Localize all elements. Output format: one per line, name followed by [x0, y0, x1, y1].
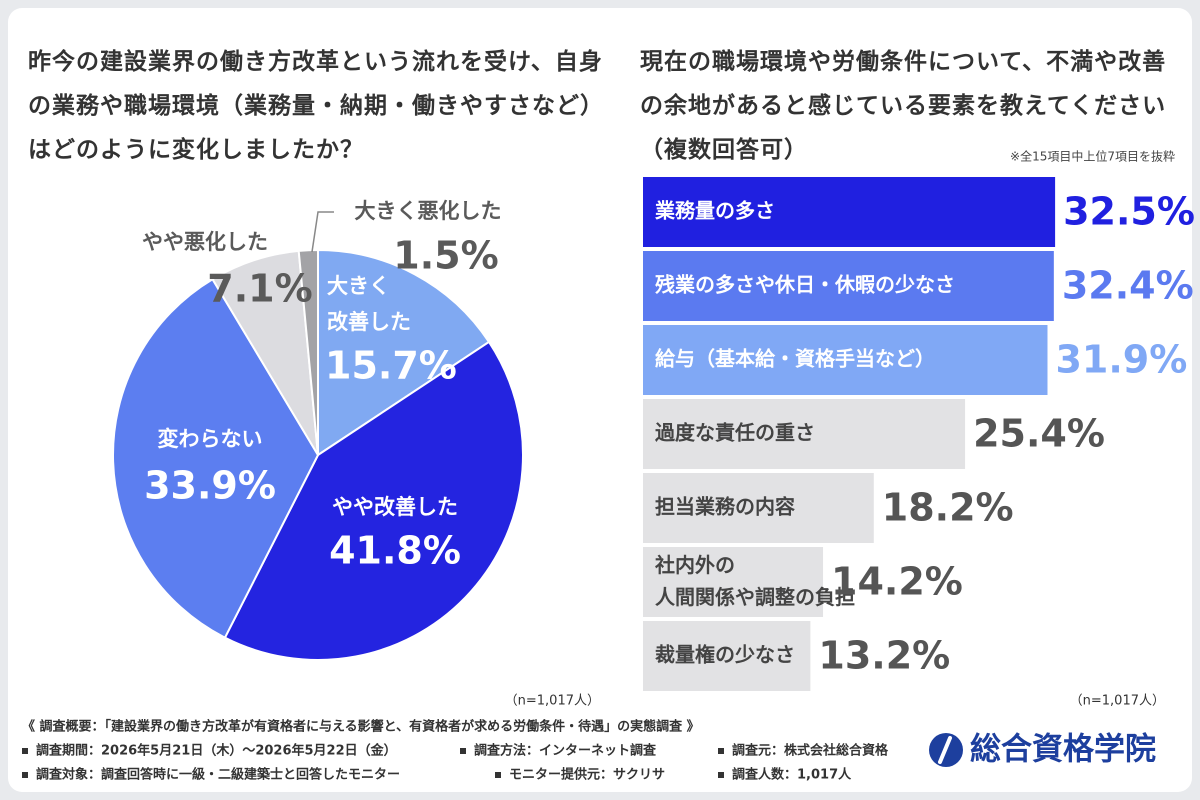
pie-title: 昨今の建設業界の働き方改革という流れを受け、自身の業務や職場環境（業務量・納期・… [28, 49, 604, 163]
logo-slash [938, 736, 952, 764]
footer-item: 調査元：株式会社総合資格 [732, 743, 889, 759]
bar [643, 251, 1054, 321]
bar-subtitle: ※全15項目中上位7項目を抜粋 [1010, 149, 1175, 164]
bar-value-label: 14.2% [831, 560, 963, 604]
pie-slice [297, 248, 319, 456]
footer-item: 調査期間：2026年5月21日（木）～2026年5月22日（金） [36, 743, 397, 759]
pie-value-label: 33.9% [144, 464, 276, 508]
pie-slice [112, 277, 320, 640]
pie-value-label: 1.5% [393, 234, 498, 278]
footer-item: 調査対象：調査回答時に一級・二級建築士と回答したモニター [36, 767, 400, 783]
bar [643, 547, 824, 617]
bullet [718, 772, 724, 778]
bullet [22, 772, 28, 778]
bar-title: 現在の職場環境や労働条件について、不満や改善の余地があると感じている要素を教えて… [640, 49, 1167, 163]
bar-label: 担当業務の内容 [655, 495, 795, 519]
footer-item: モニター提供元：サクリサ [509, 767, 665, 783]
bar-value-label: 13.2% [818, 634, 950, 678]
bar-label: 業務量の多さ [655, 199, 775, 223]
leader-line [311, 211, 334, 253]
pie-value-label: 41.8% [329, 529, 461, 573]
pie-label: 大きく改善した [327, 274, 411, 334]
pie-slice [223, 340, 524, 661]
pie-value-label: 7.1% [207, 267, 312, 311]
footer-overview: 《 調査概要：「建設業界の働き方改革が有資格者に与える影響と、有資格者が求める労… [22, 719, 700, 735]
sample-size: （n=1,017人） [1070, 694, 1165, 709]
bar-value-label: 25.4% [973, 412, 1105, 456]
bar-label: 裁量権の少なさ [655, 643, 795, 667]
bullet [718, 748, 724, 754]
bar [643, 399, 966, 469]
sample-size: （n=1,017人） [505, 694, 600, 709]
pie-label: やや改善した [332, 495, 458, 519]
pie-label: やや悪化した [142, 230, 268, 254]
bar-value-label: 18.2% [882, 486, 1014, 530]
bar [643, 177, 1056, 247]
bar-value-label: 31.9% [1055, 338, 1187, 382]
footer-item: 調査人数：1,017人 [732, 767, 852, 783]
logo-text: 総合資格学院 [970, 732, 1156, 768]
bullet [22, 748, 28, 754]
bullet [460, 748, 466, 754]
bullet [495, 772, 501, 778]
bar [643, 621, 811, 691]
bar-label: 給与（基本給・資格手当など） [655, 347, 935, 371]
bar [643, 325, 1048, 395]
pie-label: 大きく悪化した [355, 199, 502, 223]
pie-label: 変わらない [158, 427, 263, 451]
bar-label: 社内外の人間関係や調整の負担 [654, 553, 855, 609]
bar-label: 残業の多さや休日・休暇の少なさ [655, 273, 955, 297]
footer-item: 調査方法：インターネット調査 [474, 743, 657, 759]
bar-value-label: 32.4% [1062, 264, 1194, 308]
pie-value-label: 15.7% [325, 344, 457, 388]
bar [643, 473, 874, 543]
bar-label: 過度な責任の重さ [655, 421, 815, 445]
bar-value-label: 32.5% [1063, 190, 1195, 234]
pie-slice [317, 248, 491, 457]
